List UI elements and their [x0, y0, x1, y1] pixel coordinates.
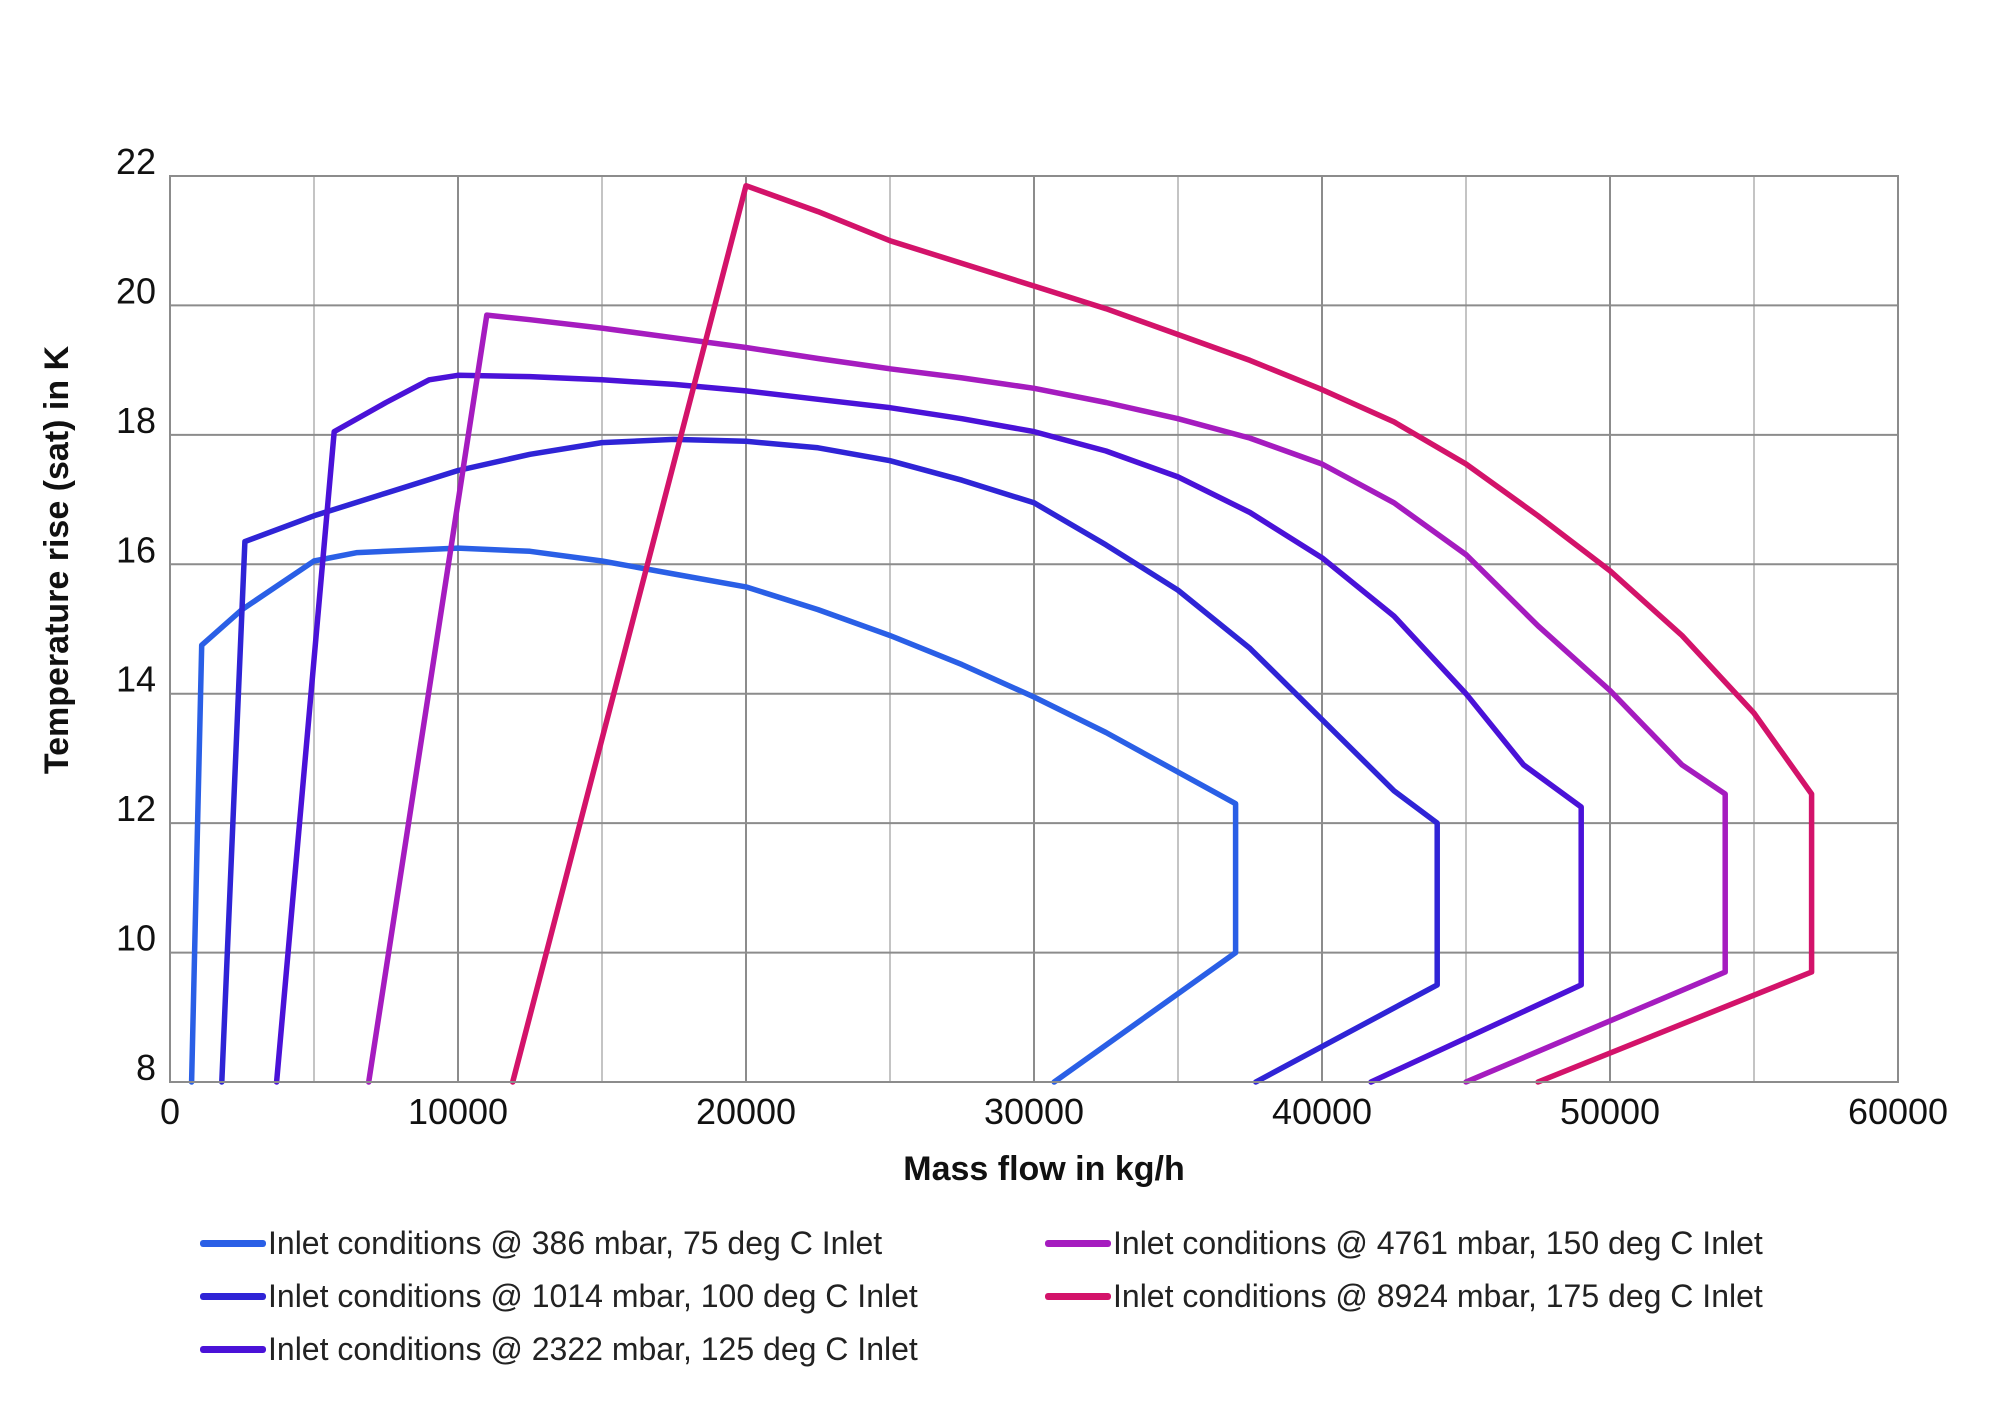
series-line-3: [273, 372, 1584, 1085]
series-lines: [188, 182, 1815, 1085]
x-tick-label: 30000: [984, 1091, 1084, 1132]
legend-label: Inlet conditions @ 2322 mbar, 125 deg C …: [268, 1331, 918, 1367]
y-tick-label: 14: [116, 659, 156, 700]
legend-item: Inlet conditions @ 4761 mbar, 150 deg C …: [1045, 1225, 1763, 1262]
y-axis-ticks: 8 10 12 14 16 18 20 22: [116, 141, 156, 1088]
legend-label: Inlet conditions @ 1014 mbar, 100 deg C …: [268, 1278, 918, 1314]
legend-swatch: [1045, 1293, 1111, 1300]
legend-swatch: [1045, 1240, 1111, 1247]
legend-item: Inlet conditions @ 386 mbar, 75 deg C In…: [200, 1225, 882, 1262]
x-tick-label: 50000: [1560, 1091, 1660, 1132]
plot-frame: [169, 175, 1899, 1083]
x-tick-label: 0: [160, 1091, 180, 1132]
y-tick-label: 8: [136, 1047, 156, 1088]
grid: [169, 175, 1899, 1083]
legend-swatch: [200, 1293, 266, 1300]
x-axis-title: Mass flow in kg/h: [903, 1150, 1184, 1188]
series-line-1: [188, 545, 1239, 1085]
x-tick-label: 20000: [696, 1091, 796, 1132]
legend-label: Inlet conditions @ 386 mbar, 75 deg C In…: [268, 1225, 883, 1261]
legend-label: Inlet conditions @ 4761 mbar, 150 deg C …: [1113, 1225, 1763, 1261]
y-tick-label: 18: [116, 400, 156, 441]
legend-item: Inlet conditions @ 8924 mbar, 175 deg C …: [1045, 1278, 1763, 1315]
y-axis-title: Temperature rise (sat) in K: [38, 345, 76, 774]
legend-label: Inlet conditions @ 8924 mbar, 175 deg C …: [1113, 1278, 1763, 1314]
y-tick-label: 16: [116, 529, 156, 570]
legend-swatch: [200, 1240, 266, 1247]
y-tick-label: 20: [116, 270, 156, 311]
x-tick-label: 10000: [408, 1091, 508, 1132]
legend-swatch: [200, 1346, 266, 1353]
plot-border: [169, 175, 1899, 1083]
legend-item: Inlet conditions @ 1014 mbar, 100 deg C …: [200, 1278, 918, 1315]
series-line-2: [219, 436, 1440, 1085]
series-line-4: [365, 312, 1728, 1085]
x-axis-ticks: 0 10000 20000 30000 40000 50000 60000: [160, 1091, 1948, 1132]
legend-item: Inlet conditions @ 2322 mbar, 125 deg C …: [200, 1331, 918, 1368]
series-line-5: [509, 182, 1815, 1085]
y-tick-label: 22: [116, 141, 156, 182]
y-tick-label: 10: [116, 918, 156, 959]
y-tick-label: 12: [116, 788, 156, 829]
x-tick-label: 40000: [1272, 1091, 1372, 1132]
x-tick-label: 60000: [1848, 1091, 1948, 1132]
